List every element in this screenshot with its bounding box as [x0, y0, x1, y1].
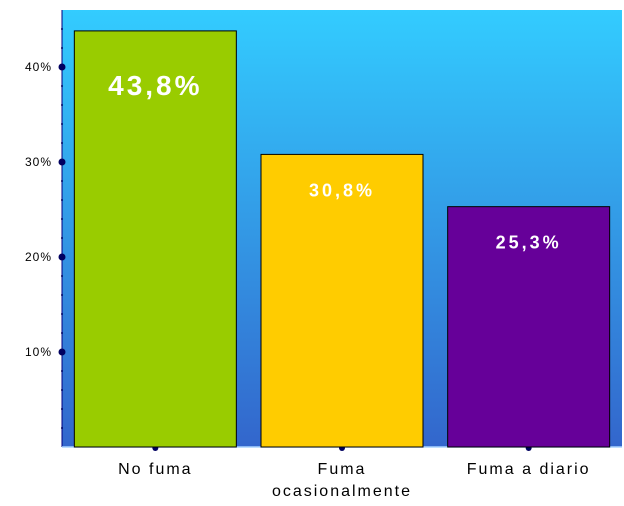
data-label: 30,8%	[309, 180, 375, 200]
bar	[260, 153, 424, 448]
category-label: Fuma	[318, 461, 367, 478]
data-label: 43,8%	[108, 70, 202, 101]
labels: 43,8% No fuma 30,8% Fuma ocasionalmente 25,3%…	[108, 70, 591, 500]
minor-tick	[61, 370, 63, 372]
category-label: No fuma	[118, 461, 192, 478]
bar	[73, 30, 237, 448]
y-tick-label: 30%	[25, 155, 52, 169]
major-tick	[58, 63, 66, 71]
minor-tick	[61, 142, 63, 144]
minor-tick	[61, 104, 63, 106]
major-tick	[58, 348, 66, 356]
category-label: ocasionalmente	[272, 483, 412, 500]
minor-tick	[61, 218, 63, 220]
minor-tick	[61, 275, 63, 277]
major-tick	[58, 158, 66, 166]
minor-tick	[61, 123, 63, 125]
y-tick-label: 40%	[25, 60, 52, 74]
minor-tick	[61, 199, 63, 201]
minor-tick	[61, 294, 63, 296]
minor-tick	[61, 427, 63, 429]
minor-tick	[61, 28, 63, 30]
data-label: 25,3%	[496, 233, 562, 253]
major-tick	[58, 253, 66, 261]
minor-tick	[61, 313, 63, 315]
minor-tick	[61, 408, 63, 410]
category-label: Fuma a diario	[467, 461, 591, 478]
minor-tick	[61, 85, 63, 87]
minor-tick	[61, 332, 63, 334]
minor-tick	[61, 180, 63, 182]
bar	[447, 206, 611, 448]
minor-tick	[61, 47, 63, 49]
bars	[73, 30, 611, 448]
minor-tick	[61, 389, 63, 391]
minor-tick	[61, 237, 63, 239]
y-tick-label: 20%	[25, 250, 52, 264]
y-tick-label: 10%	[25, 345, 52, 359]
